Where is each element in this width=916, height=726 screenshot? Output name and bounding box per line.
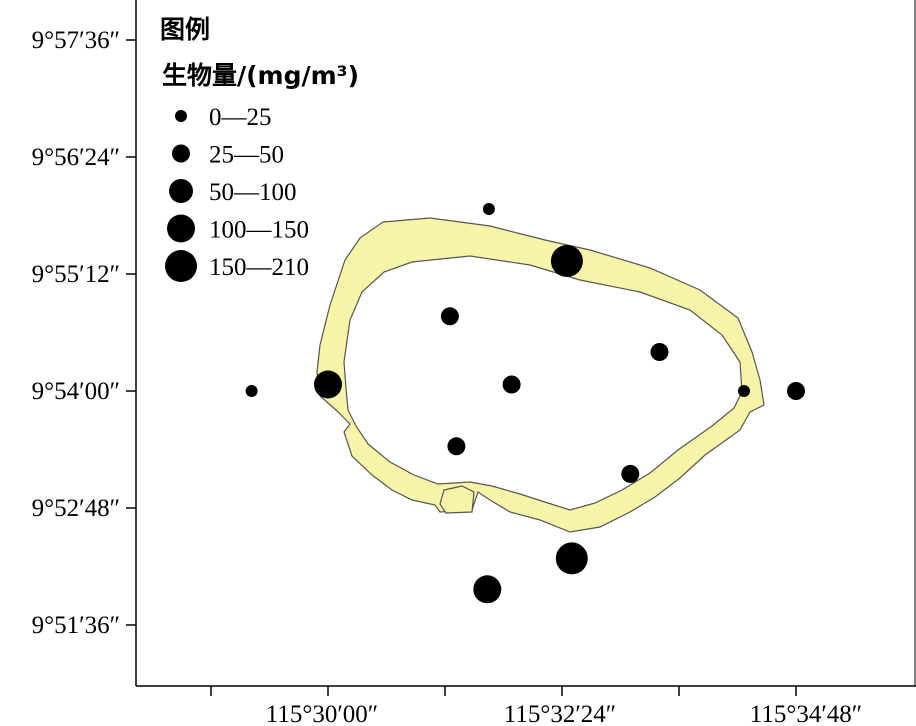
x-label-3: 115°34′48″: [750, 701, 862, 726]
legend-title: 图例: [160, 15, 210, 44]
station-marker-3: [440, 307, 459, 326]
station-layer: [245, 203, 805, 604]
legend-label-2: 25—50: [209, 142, 284, 169]
legend-items: 0—25 25—50 50—100 100—150 150—210: [165, 104, 309, 282]
legend: 图例 生物量/(mg/m³) 0—25 25—50 50—100 100—150 150…: [160, 15, 359, 282]
legend-symbol-4: [167, 214, 195, 243]
station-marker-2: [550, 245, 583, 277]
y-label-2: 9°56′24″: [32, 144, 120, 171]
y-label-6: 9°51′36″: [32, 612, 120, 639]
station-marker-11: [621, 464, 640, 483]
y-axis-ticks: [126, 39, 136, 626]
legend-label-5: 150—210: [209, 254, 309, 281]
y-axis-labels: 9°57′36″ 9°56′24″ 9°55′12″ 9°54′00″ 9°52…: [32, 27, 120, 639]
station-marker-12: [555, 542, 588, 575]
x-label-1: 115°30′00″: [266, 701, 378, 726]
station-marker-9: [787, 382, 805, 400]
y-label-4: 9°54′00″: [32, 378, 120, 405]
station-marker-1: [482, 203, 495, 215]
y-label-3: 9°55′12″: [32, 261, 120, 288]
station-marker-7: [502, 375, 521, 394]
station-marker-5: [245, 385, 258, 397]
reef-ring: [316, 217, 765, 533]
legend-symbol-1: [175, 110, 187, 122]
station-marker-8: [738, 385, 750, 397]
y-label-5: 9°52′48″: [32, 495, 120, 522]
legend-label-3: 50—100: [209, 179, 297, 206]
legend-symbol-5: [165, 250, 197, 282]
legend-symbol-2: [172, 144, 190, 163]
reef-main: [316, 217, 765, 533]
reef-islet: [439, 485, 475, 514]
legend-symbol-3: [169, 179, 193, 203]
y-label-1: 9°57′36″: [32, 27, 120, 54]
station-marker-6: [314, 370, 342, 399]
x-label-2: 115°32′24″: [504, 701, 616, 726]
legend-unit: 生物量/(mg/m³): [162, 61, 359, 90]
legend-label-4: 100—150: [209, 217, 309, 244]
station-marker-10: [447, 437, 466, 456]
x-axis-ticks: [210, 686, 797, 696]
x-axis-labels: 115°30′00″ 115°32′24″ 115°34′48″: [266, 701, 862, 726]
station-marker-4: [650, 343, 669, 361]
map-frame: [135, 0, 916, 687]
legend-label-1: 0—25: [209, 104, 272, 131]
station-marker-13: [473, 575, 502, 604]
